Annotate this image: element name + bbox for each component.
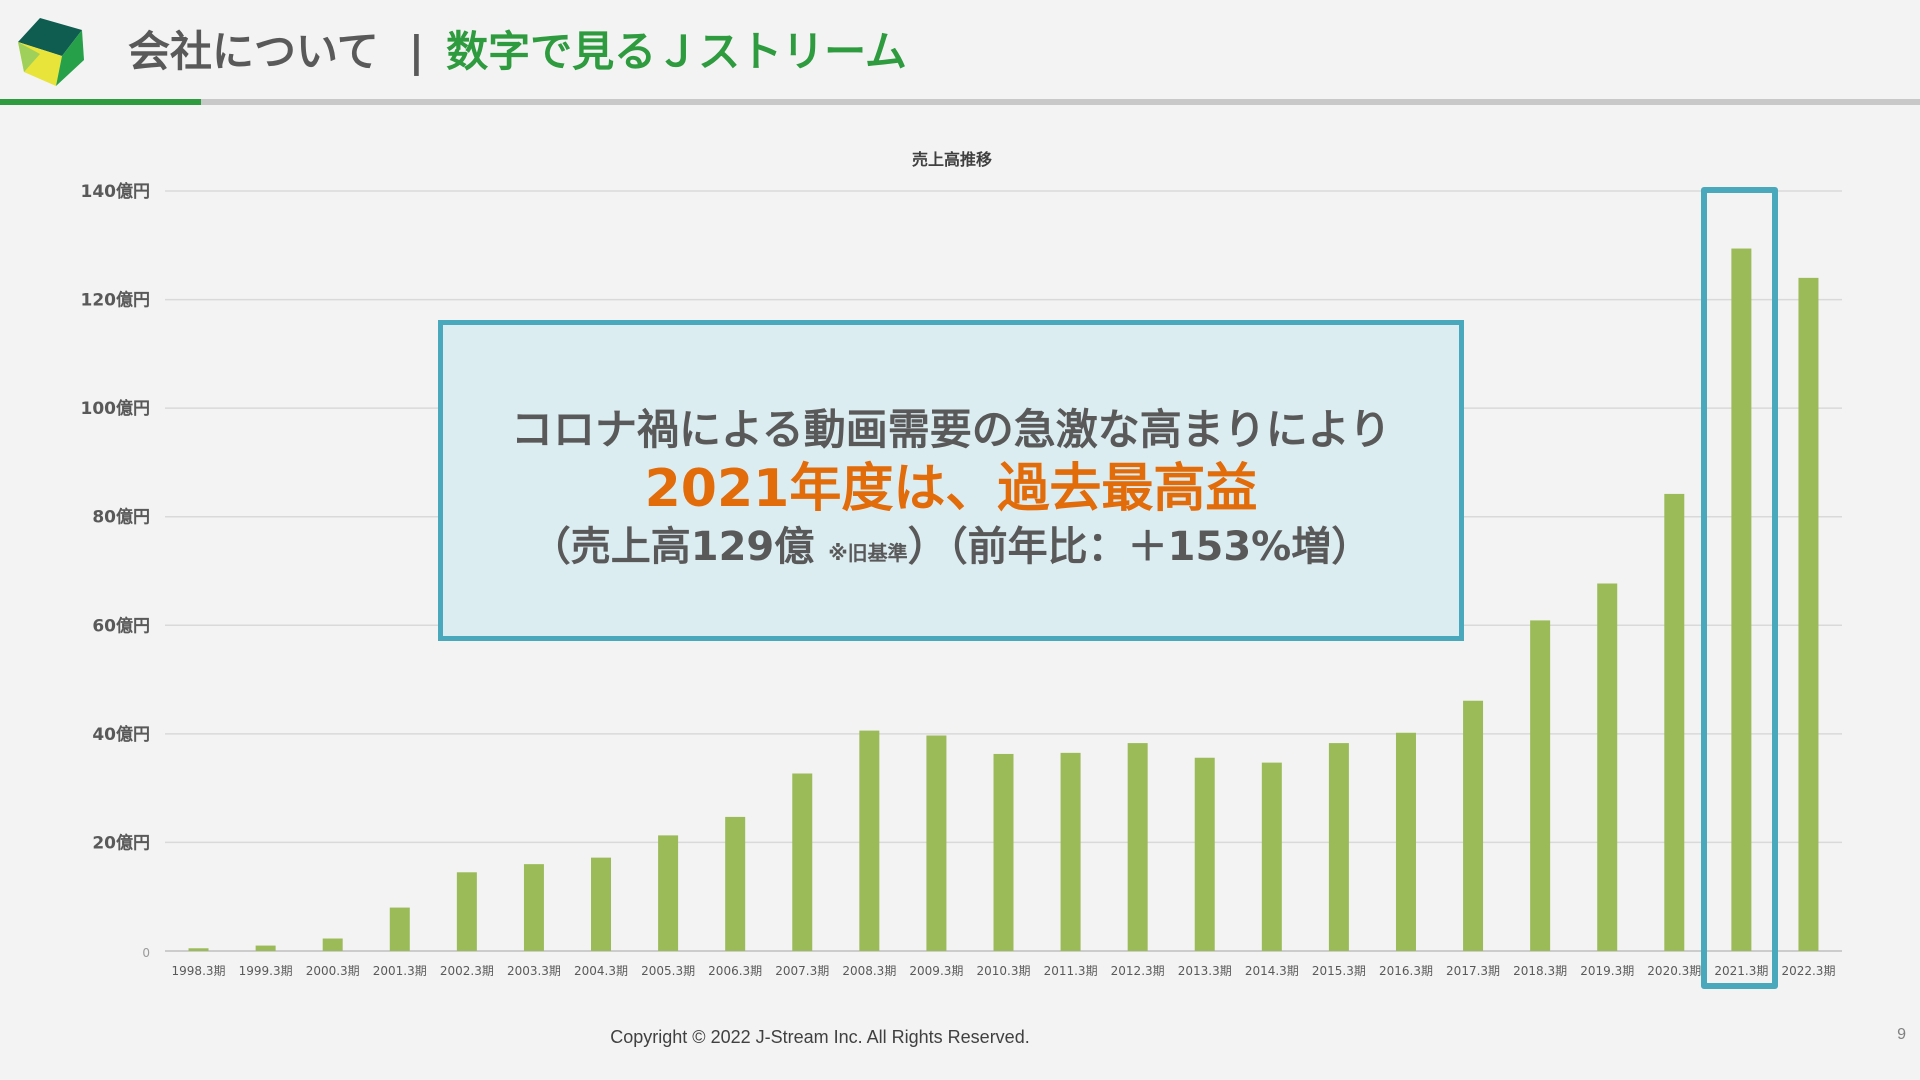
page-title: 会社について | 数字で見るＪストリーム	[128, 22, 907, 82]
header-divider-accent	[0, 99, 201, 105]
bar-2001.3期	[389, 907, 410, 951]
callout-note: ※旧基準	[828, 541, 908, 565]
callout-line-1: コロナ禍による動画需要の急激な高まりにより	[511, 405, 1391, 454]
bar-2020.3期	[1664, 493, 1685, 951]
bar-2013.3期	[1194, 757, 1215, 951]
bar-2008.3期	[859, 730, 880, 951]
cube-logo-icon	[18, 18, 84, 86]
bar-2015.3期	[1328, 743, 1349, 951]
x-tick-label: 2014.3期	[1245, 964, 1299, 978]
title-separator: |	[408, 27, 425, 76]
highlight-box-2021	[1701, 187, 1778, 989]
y-tick-label: 140億円	[81, 181, 151, 202]
callout-sales: （売上高129億	[530, 524, 815, 570]
y-tick-label: 80億円	[92, 507, 150, 528]
x-tick-label: 2020.3期	[1647, 964, 1701, 978]
bar-2011.3期	[1060, 752, 1081, 951]
bar-2007.3期	[792, 773, 813, 951]
x-tick-label: 2016.3期	[1379, 964, 1433, 978]
bar-2019.3期	[1597, 583, 1618, 951]
bar-2014.3期	[1261, 762, 1282, 951]
x-tick-label: 2017.3期	[1446, 964, 1500, 978]
y-tick-label: 100億円	[81, 398, 151, 419]
bar-2002.3期	[456, 872, 477, 951]
y-tick-label: 120億円	[81, 290, 151, 311]
bar-2017.3期	[1463, 700, 1484, 951]
x-tick-label: 2018.3期	[1513, 964, 1567, 978]
x-tick-label: 2022.3期	[1781, 964, 1835, 978]
slide-header: 会社について | 数字で見るＪストリーム	[0, 0, 1920, 108]
y-tick-label: 40億円	[92, 724, 150, 745]
x-tick-label: 2011.3期	[1044, 964, 1098, 978]
bar-2012.3期	[1127, 743, 1148, 951]
topic-label: 数字で見るＪストリーム	[446, 27, 907, 76]
y-tick-label: 0	[142, 946, 150, 960]
x-tick-label: 2007.3期	[775, 964, 829, 978]
x-tick-label: 2021.3期	[1714, 964, 1768, 978]
y-tick-label: 60億円	[92, 615, 150, 636]
x-tick-label: 2006.3期	[708, 964, 762, 978]
chart-title: 売上高推移	[912, 150, 992, 169]
bar-2022.3期	[1798, 277, 1819, 951]
x-tick-label: 2013.3期	[1178, 964, 1232, 978]
x-tick-label: 2002.3期	[440, 964, 494, 978]
bar-2004.3期	[591, 857, 612, 951]
section-label: 会社について	[128, 27, 379, 76]
callout-growth: ）（前年比：＋153%増）	[907, 524, 1372, 570]
highlight-callout: コロナ禍による動画需要の急激な高まりにより 2021年度は、過去最高益 （売上高…	[438, 320, 1464, 641]
x-tick-label: 2004.3期	[574, 964, 628, 978]
x-tick-label: 1999.3期	[239, 964, 293, 978]
page-number: 9	[1897, 1026, 1906, 1043]
x-tick-label: 2001.3期	[373, 964, 427, 978]
x-tick-label: 2015.3期	[1312, 964, 1366, 978]
callout-headline: 2021年度は、過去最高益	[644, 459, 1258, 519]
y-tick-label: 20億円	[92, 832, 150, 853]
x-tick-label: 1998.3期	[172, 964, 226, 978]
bar-2003.3期	[523, 864, 544, 951]
bar-2021.3期	[1731, 248, 1752, 952]
x-tick-label: 2010.3期	[977, 964, 1031, 978]
x-tick-label: 2019.3期	[1580, 964, 1634, 978]
bar-2018.3期	[1530, 620, 1551, 951]
bar-1998.3期	[188, 948, 209, 951]
x-tick-label: 2009.3期	[909, 964, 963, 978]
bar-2016.3期	[1395, 732, 1416, 951]
bar-2006.3期	[725, 816, 746, 951]
x-tick-label: 2008.3期	[842, 964, 896, 978]
bar-1999.3期	[255, 945, 276, 951]
bar-2009.3期	[926, 735, 947, 951]
bar-2010.3期	[993, 753, 1014, 951]
callout-line-3: （売上高129億 ※旧基準）（前年比：＋153%増）	[443, 521, 1459, 579]
x-tick-label: 2012.3期	[1111, 964, 1165, 978]
bar-2000.3期	[322, 938, 343, 951]
x-tick-label: 2005.3期	[641, 964, 695, 978]
x-tick-label: 2003.3期	[507, 964, 561, 978]
header-divider	[0, 99, 1920, 105]
copyright: Copyright © 2022 J-Stream Inc. All Right…	[610, 1027, 1030, 1047]
bar-2005.3期	[658, 835, 679, 951]
x-tick-label: 2000.3期	[306, 964, 360, 978]
